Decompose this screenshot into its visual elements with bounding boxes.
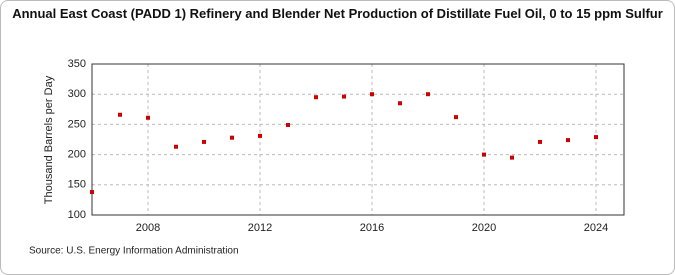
- point: [426, 92, 430, 97]
- y-tick-label: 150: [68, 179, 86, 191]
- y-axis-label: Thousand Barrels per Day: [43, 75, 55, 204]
- y-tick-label: 250: [68, 118, 86, 130]
- x-tick-label: 2012: [248, 222, 272, 234]
- point: [146, 115, 150, 120]
- point: [342, 94, 346, 99]
- point: [594, 135, 598, 140]
- point: [370, 92, 374, 97]
- point: [258, 133, 262, 138]
- point: [202, 139, 206, 144]
- y-tick-label: 200: [68, 149, 86, 161]
- x-tick-label: 2008: [136, 222, 160, 234]
- plot-border: [91, 63, 625, 216]
- y-tick-label: 100: [68, 209, 86, 221]
- point: [286, 123, 290, 128]
- point: [230, 135, 234, 140]
- x-tick-label: 2024: [584, 222, 608, 234]
- point: [454, 115, 458, 120]
- point: [482, 152, 486, 157]
- point: [90, 190, 94, 195]
- point: [174, 144, 178, 149]
- x-tick-label: 2016: [360, 222, 384, 234]
- source-note: Source: U.S. Energy Information Administ…: [29, 246, 239, 257]
- y-tick-label: 300: [68, 88, 86, 100]
- point: [538, 139, 542, 144]
- chart-title: Annual East Coast (PADD 1) Refinery and …: [12, 6, 663, 21]
- x-tick-label: 2020: [472, 222, 496, 234]
- point: [566, 138, 570, 143]
- point: [314, 95, 318, 100]
- y-tick-label: 350: [68, 58, 86, 70]
- point: [510, 155, 514, 160]
- point: [398, 101, 402, 106]
- point: [118, 112, 122, 117]
